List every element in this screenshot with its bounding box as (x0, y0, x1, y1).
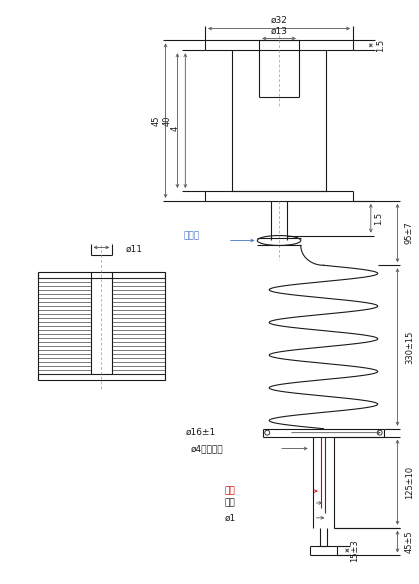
Text: 45±5: 45±5 (405, 530, 414, 553)
Text: 330±15: 330±15 (405, 331, 414, 364)
Text: 红色: 红色 (225, 486, 235, 496)
Text: ø4（黑色）: ø4（黑色） (190, 444, 223, 453)
Text: 40: 40 (163, 116, 172, 126)
Text: 15±3: 15±3 (351, 539, 360, 562)
Text: 125±10: 125±10 (405, 465, 414, 499)
Text: ø11: ø11 (126, 245, 143, 254)
Text: 黑色: 黑色 (225, 499, 235, 507)
Text: 4: 4 (171, 126, 180, 131)
Text: 1.5: 1.5 (374, 211, 383, 225)
Text: 护线圈: 护线圈 (184, 231, 199, 240)
Text: 95±7: 95±7 (405, 222, 414, 245)
Text: 1.5: 1.5 (376, 39, 385, 52)
Text: ø16±1: ø16±1 (185, 428, 215, 437)
Text: 45: 45 (151, 116, 160, 126)
Text: ø13: ø13 (271, 27, 287, 36)
Text: ø1: ø1 (225, 513, 236, 522)
Text: ø32: ø32 (271, 16, 287, 25)
